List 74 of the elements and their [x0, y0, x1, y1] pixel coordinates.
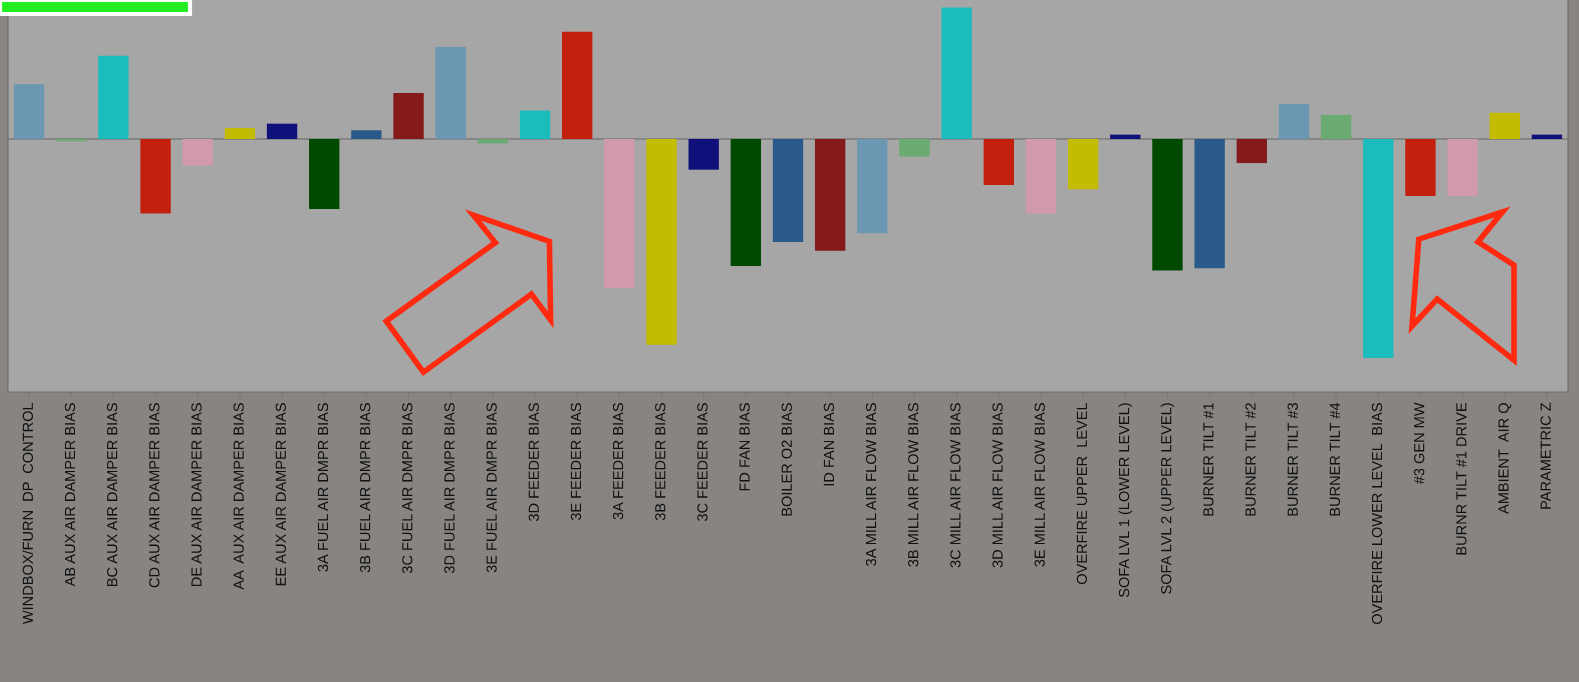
- bar: [1278, 103, 1310, 139]
- bar: [98, 55, 129, 139]
- x-tick-label: CD AUX AIR DAMPER BIAS: [149, 403, 160, 588]
- bar: [1447, 139, 1478, 196]
- x-tick-label: 3C FEEDER BIAS: [697, 403, 708, 521]
- bar: [1405, 139, 1436, 196]
- x-tick-label: 3A FEEDER BIAS: [612, 403, 624, 520]
- bar: [857, 139, 888, 234]
- x-tick-label: BURNR TILT #1 DRIVE: [1456, 403, 1467, 555]
- x-tick-label: SOFA LVL 1 (LOWER LEVEL): [1118, 403, 1133, 598]
- bar: [688, 139, 719, 170]
- bar: [1531, 134, 1563, 139]
- x-tick-label: BURNER TILT #2: [1245, 403, 1256, 516]
- bar: [309, 139, 340, 210]
- x-tick-label: 3A FUEL AIR DMPR BIAS: [317, 403, 329, 572]
- x-tick-label: AA AUX AIR DAMPER BIAS: [233, 403, 244, 590]
- x-tick-label: ID FAN BIAS: [823, 403, 835, 486]
- x-tick-label: WINDBOX/FURN DP CONTROL: [22, 402, 33, 625]
- bar: [983, 139, 1014, 185]
- x-tick-label: 3C MILL AIR FLOW BIAS: [950, 403, 961, 568]
- x-tick-label: DE AUX AIR DAMPER BIAS: [191, 403, 202, 587]
- bar: [1025, 139, 1057, 214]
- x-tick-label: BURNER TILT #3: [1287, 403, 1298, 516]
- bar: [772, 139, 804, 242]
- bar: [393, 93, 424, 139]
- x-tick-label: 3A MILL AIR FLOW BIAS: [865, 403, 877, 566]
- x-tick-label: 3E MILL AIR FLOW BIAS: [1034, 403, 1045, 567]
- x-tick-label: #3 GEN MW: [1414, 402, 1425, 485]
- bar: [519, 110, 551, 139]
- bar: [266, 123, 298, 139]
- bar: [13, 84, 45, 139]
- bar: [224, 128, 256, 139]
- x-tick-label: 3C FUEL AIR DMPR BIAS: [402, 403, 413, 574]
- bar: [1194, 139, 1225, 269]
- x-tick-label: BURNER TILT #1: [1203, 403, 1214, 516]
- bar: [1320, 114, 1352, 139]
- x-tick-label: 3E FUEL AIR DMPR BIAS: [486, 403, 497, 573]
- x-tick-label: 3D FEEDER BIAS: [528, 403, 539, 521]
- bar: [1363, 139, 1394, 358]
- x-tick-label: 3D FUEL AIR DMPR BIAS: [444, 403, 455, 574]
- x-tick-label: SOFA LVL 2 (UPPER LEVEL): [1160, 403, 1175, 594]
- x-tick-label: BC AUX AIR DAMPER BIAS: [106, 403, 118, 587]
- x-tick-label: BURNER TILT #4: [1329, 402, 1341, 516]
- x-tick-label: BOILER O2 BIAS: [781, 403, 792, 516]
- bar: [140, 139, 171, 214]
- x-tick-label: AMBIENT AIR Q: [1498, 403, 1512, 514]
- bar: [1236, 139, 1267, 164]
- x-tick-label: 3E FEEDER BIAS: [570, 403, 582, 521]
- bar: [562, 31, 593, 139]
- bar: [941, 7, 972, 139]
- x-tick-label: 3D MILL AIR FLOW BIAS: [992, 403, 1003, 568]
- x-tick-label: 3B FUEL AIR DMPR BIAS: [359, 403, 371, 573]
- bar: [1067, 139, 1099, 190]
- x-tick-label: EE AUX AIR DAMPER BIAS: [275, 403, 286, 586]
- bar: [646, 139, 677, 345]
- bar: [182, 139, 213, 166]
- bar: [477, 139, 509, 144]
- x-tick-label: AB AUX AIR DAMPER BIAS: [64, 403, 76, 587]
- x-tick-label: OVERFIRE LOWER LEVEL BIAS: [1371, 403, 1383, 625]
- bar: [899, 139, 930, 157]
- bar: [604, 139, 635, 288]
- bar: [730, 139, 762, 267]
- x-tick-label: OVERFIRE UPPER LEVEL: [1076, 402, 1088, 585]
- bar: [351, 130, 382, 139]
- bar: [1152, 139, 1183, 271]
- x-tick-label: 3B FEEDER BIAS: [655, 403, 666, 521]
- x-tick-label: FD FAN BIAS: [739, 403, 750, 491]
- bar: [56, 139, 87, 142]
- bar: [814, 139, 846, 251]
- bar: [1110, 134, 1141, 139]
- x-tick-label: 3B MILL AIR FLOW BIAS: [908, 403, 919, 567]
- bar: [435, 47, 466, 139]
- x-tick-label: PARAMETRIC Z: [1540, 402, 1551, 509]
- bar: [1489, 112, 1520, 139]
